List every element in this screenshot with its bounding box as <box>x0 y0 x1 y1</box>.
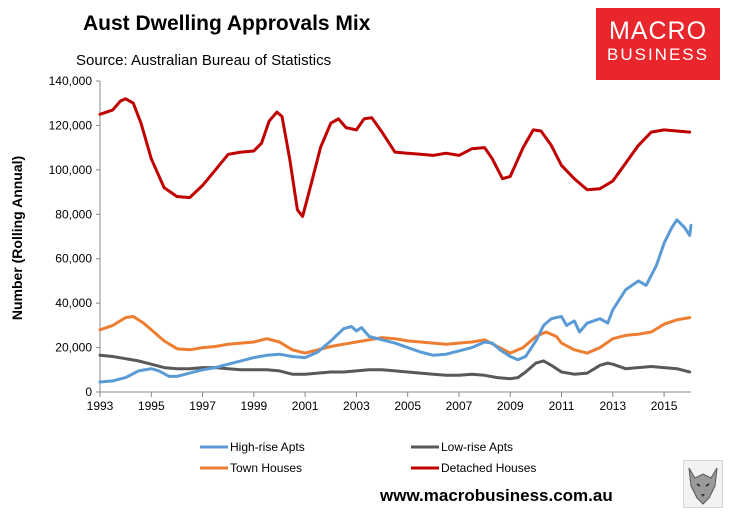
x-tick-label: 2015 <box>651 399 678 413</box>
x-tick-label: 1999 <box>240 399 267 413</box>
wolf-mascot-icon <box>683 460 723 508</box>
x-tick-label: 2007 <box>446 399 473 413</box>
legend-label-town-houses: Town Houses <box>230 461 302 475</box>
x-tick-label: 1995 <box>138 399 165 413</box>
legend-label-detached-houses: Detached Houses <box>441 461 536 475</box>
x-tick-label: 2005 <box>394 399 421 413</box>
y-tick-label: 80,000 <box>55 207 92 221</box>
legend-label-high-rise-apts: High-rise Apts <box>230 440 305 454</box>
y-tick-label: 40,000 <box>55 296 92 310</box>
logo-line-2: BUSINESS <box>607 45 709 64</box>
y-tick-label: 140,000 <box>49 74 93 88</box>
x-tick-label: 1997 <box>189 399 216 413</box>
x-tick-label: 2003 <box>343 399 370 413</box>
y-tick-label: 20,000 <box>55 341 92 355</box>
x-tick-label: 1993 <box>87 399 114 413</box>
y-tick-label: 0 <box>85 385 92 399</box>
legend-label-low-rise-apts: Low-rise Apts <box>441 440 513 454</box>
y-tick-label: 120,000 <box>49 118 93 132</box>
macrobusiness-logo[interactable]: MACRO BUSINESS <box>596 8 720 80</box>
axes-frame <box>99 81 691 393</box>
x-tick-label: 2009 <box>497 399 524 413</box>
chart-title: Aust Dwelling Approvals Mix <box>83 12 371 35</box>
series-line-town-houses <box>98 315 692 355</box>
y-axis: 0 20,000 40,000 60,000 80,000 100,000 120,000 1… <box>49 74 100 399</box>
y-axis-label-text: Number (Rolling Annual) <box>9 156 25 320</box>
footer-url[interactable]: www.macrobusiness.com.au <box>380 486 613 505</box>
chart-subtitle: Source: Australian Bureau of Statistics <box>76 52 332 69</box>
series-line-high-rise-apts <box>98 218 693 384</box>
series-lines <box>98 97 693 384</box>
x-tick-label: 2011 <box>549 399 575 413</box>
y-tick-label: 60,000 <box>55 252 92 266</box>
series-line-detached-houses <box>98 97 692 218</box>
logo-line-1: MACRO <box>608 17 708 45</box>
y-tick-label: 100,000 <box>49 163 93 177</box>
series-line-low-rise-apts <box>98 353 692 381</box>
x-tick-label: 2013 <box>599 399 626 413</box>
x-tick-label: 2001 <box>292 399 319 413</box>
legend: High-rise Apts Low-rise Apts Town Houses De… <box>200 440 536 475</box>
x-axis: 1993 1995 1997 1999 2001 2003 2005 2007 2009 2011… <box>87 392 678 413</box>
y-axis-label: Number (Rolling Annual) <box>9 156 25 320</box>
